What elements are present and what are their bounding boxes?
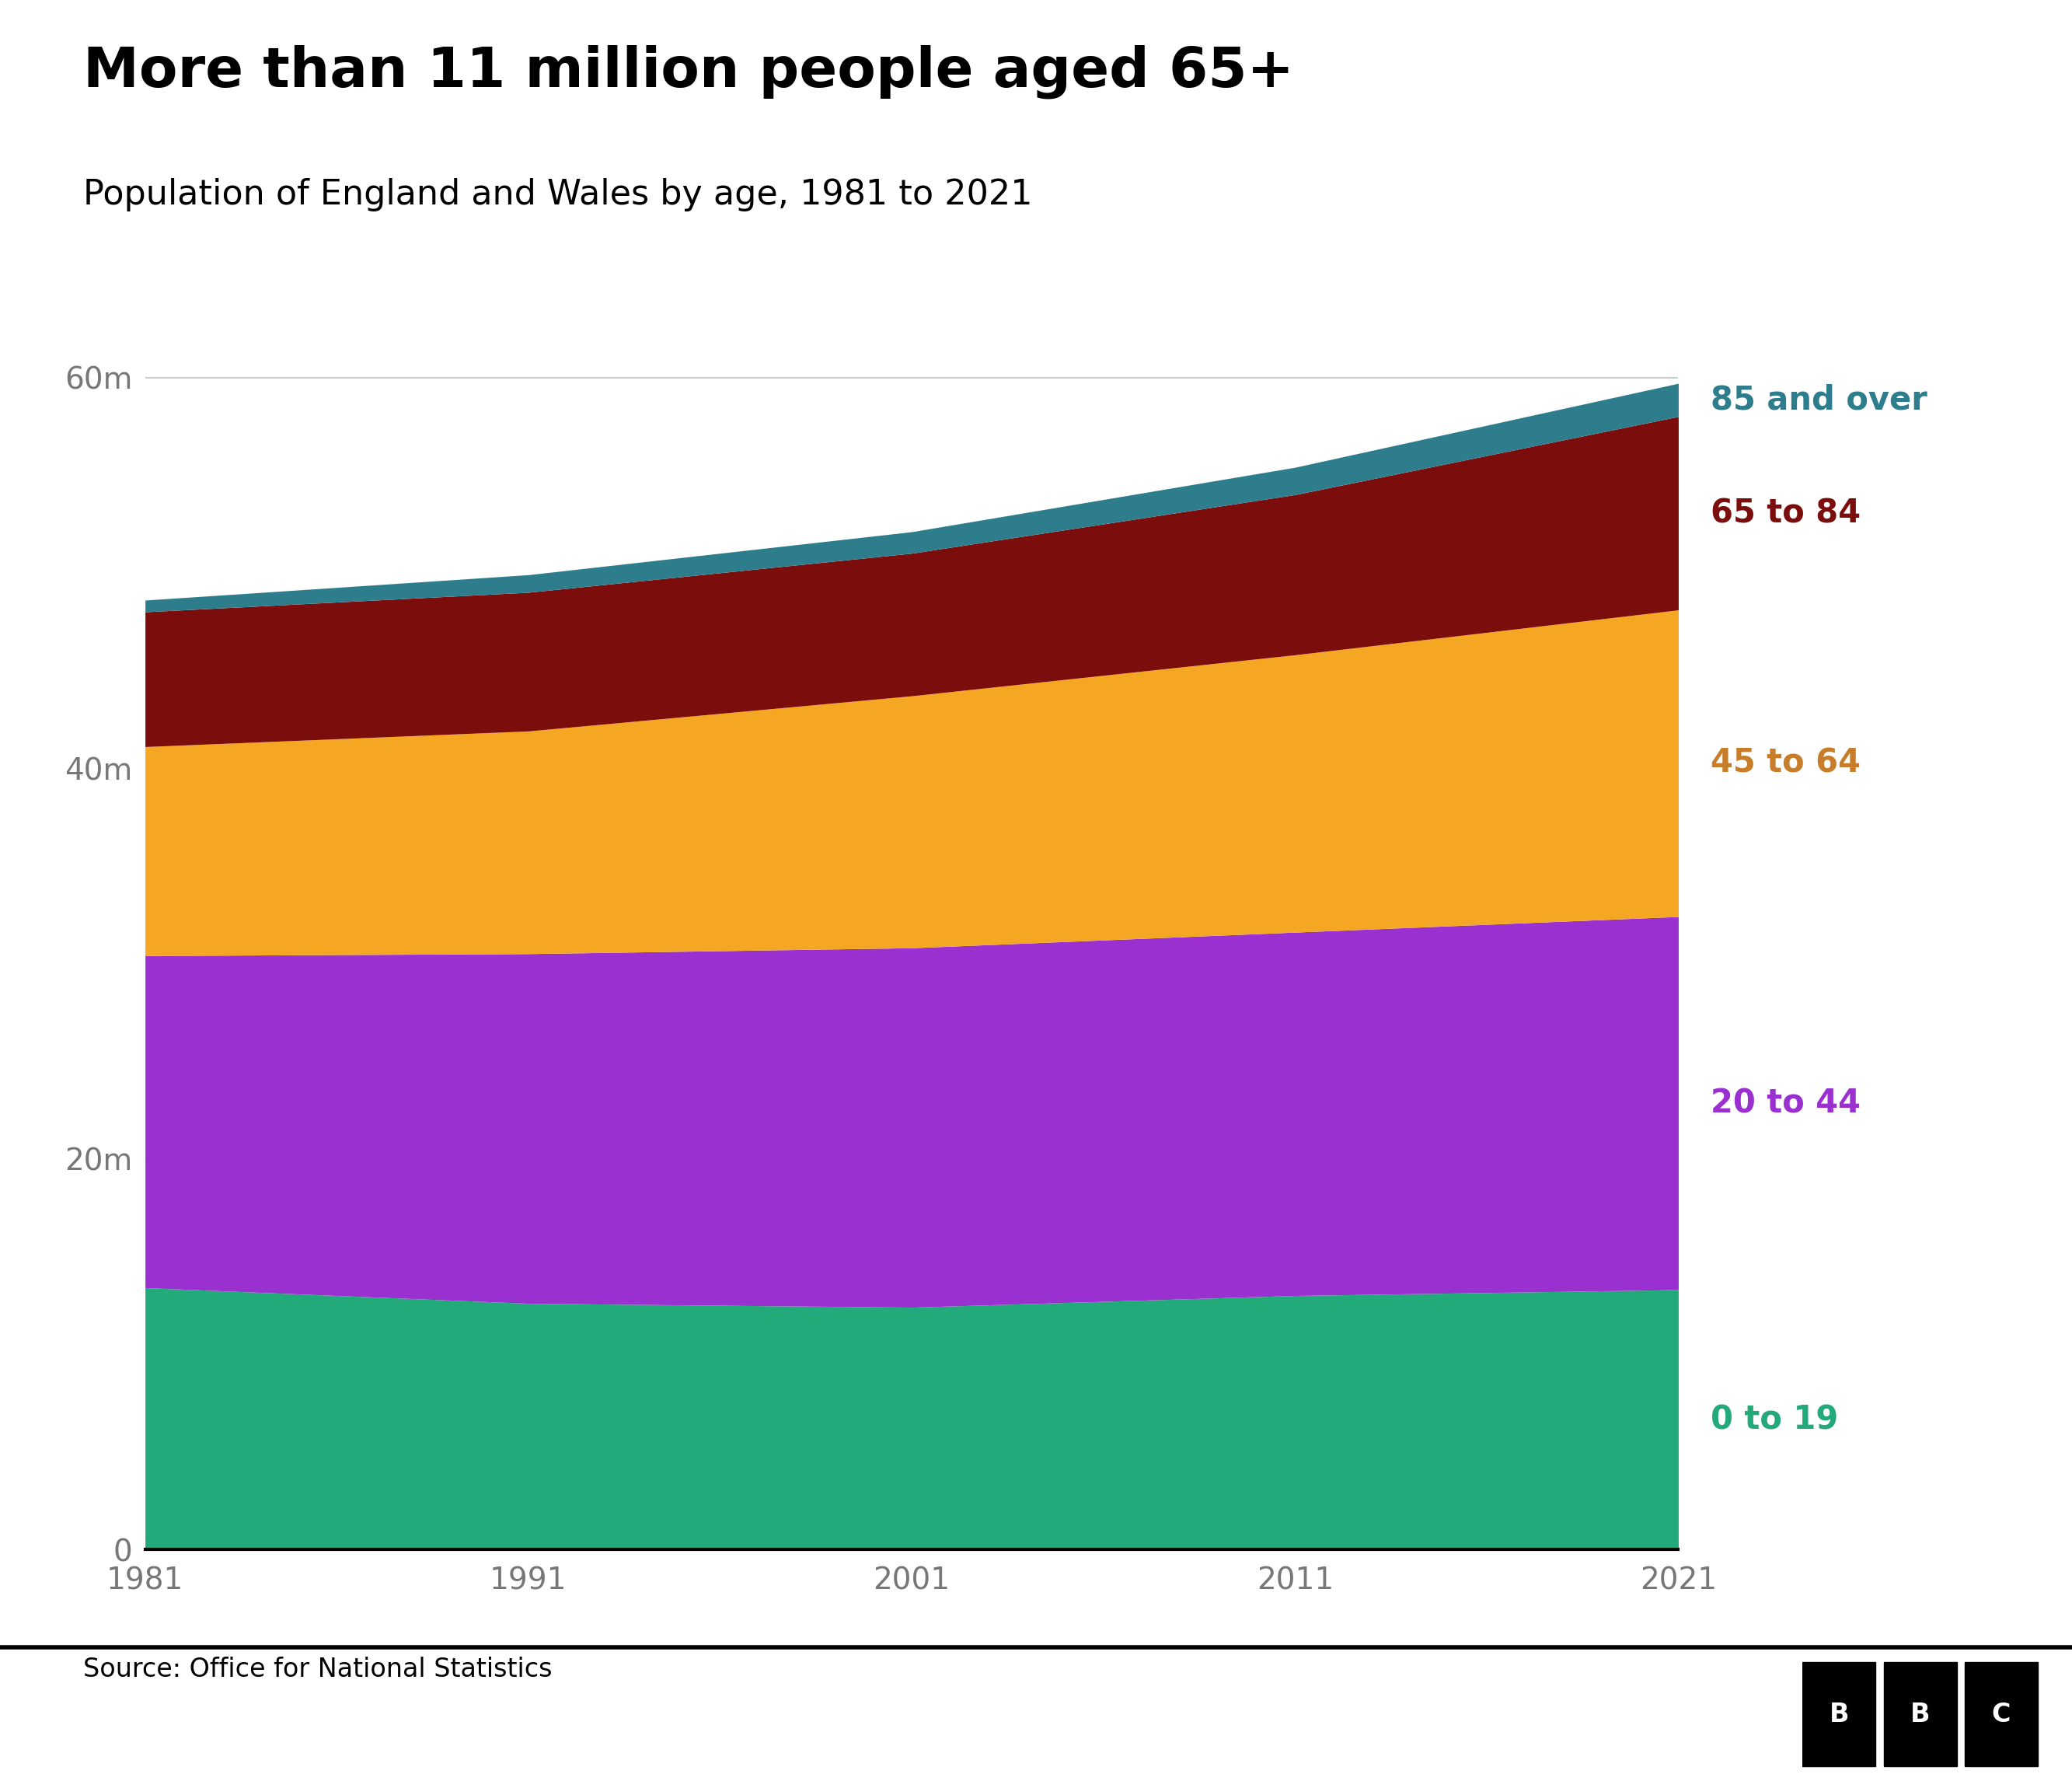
Text: 45 to 64: 45 to 64 bbox=[1711, 746, 1861, 780]
Text: Source: Office for National Statistics: Source: Office for National Statistics bbox=[83, 1656, 551, 1681]
Bar bbox=[1964, 1662, 2037, 1767]
Text: More than 11 million people aged 65+: More than 11 million people aged 65+ bbox=[83, 45, 1293, 98]
Text: 0 to 19: 0 to 19 bbox=[1711, 1403, 1838, 1435]
Text: B: B bbox=[1830, 1701, 1848, 1728]
Text: 85 and over: 85 and over bbox=[1711, 383, 1927, 417]
Text: B: B bbox=[1910, 1701, 1931, 1728]
Bar bbox=[1883, 1662, 1956, 1767]
Text: C: C bbox=[1991, 1701, 2010, 1728]
Text: 20 to 44: 20 to 44 bbox=[1711, 1086, 1861, 1120]
Bar bbox=[1803, 1662, 1875, 1767]
Text: 65 to 84: 65 to 84 bbox=[1711, 497, 1861, 529]
Text: Population of England and Wales by age, 1981 to 2021: Population of England and Wales by age, … bbox=[83, 178, 1032, 212]
